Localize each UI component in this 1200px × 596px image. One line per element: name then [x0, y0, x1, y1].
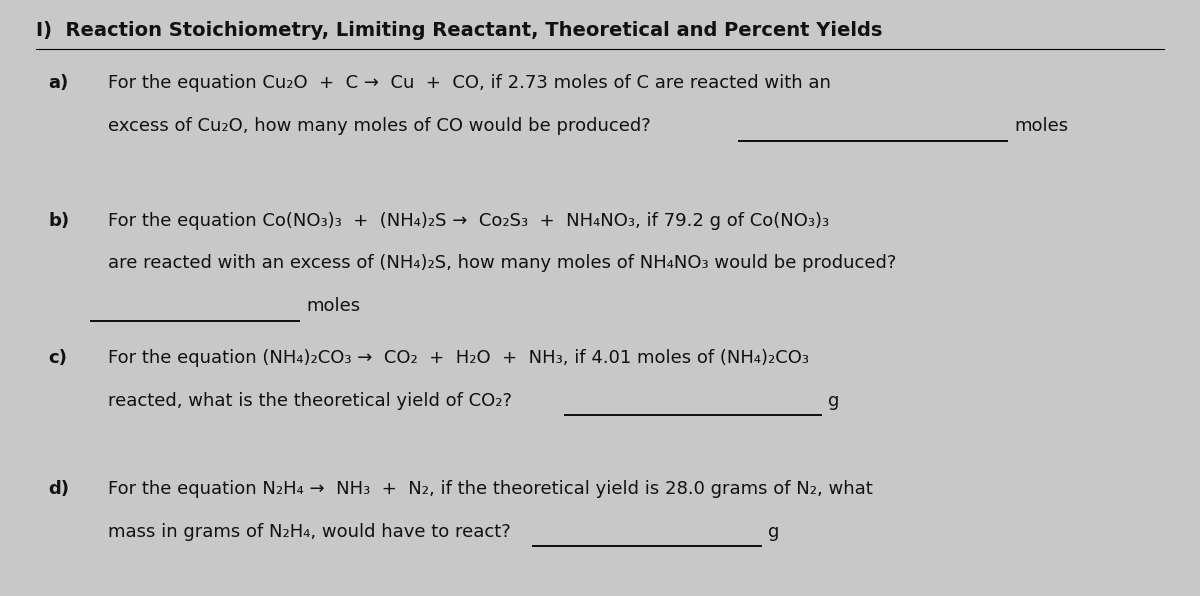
- Text: c): c): [48, 349, 67, 367]
- Text: excess of Cu₂O, how many moles of CO would be produced?: excess of Cu₂O, how many moles of CO wou…: [108, 117, 650, 135]
- Text: moles: moles: [306, 297, 360, 315]
- Text: For the equation Cu₂O  +  C →  Cu  +  CO, if 2.73 moles of C are reacted with an: For the equation Cu₂O + C → Cu + CO, if …: [108, 74, 830, 92]
- Text: b): b): [48, 212, 70, 229]
- Text: are reacted with an excess of (NH₄)₂S, how many moles of NH₄NO₃ would be produce: are reacted with an excess of (NH₄)₂S, h…: [108, 254, 896, 272]
- Text: mass in grams of N₂H₄, would have to react?: mass in grams of N₂H₄, would have to rea…: [108, 523, 511, 541]
- Text: For the equation N₂H₄ →  NH₃  +  N₂, if the theoretical yield is 28.0 grams of N: For the equation N₂H₄ → NH₃ + N₂, if the…: [108, 480, 872, 498]
- Text: For the equation (NH₄)₂CO₃ →  CO₂  +  H₂O  +  NH₃, if 4.01 moles of (NH₄)₂CO₃: For the equation (NH₄)₂CO₃ → CO₂ + H₂O +…: [108, 349, 809, 367]
- Text: moles: moles: [1014, 117, 1068, 135]
- Text: a): a): [48, 74, 68, 92]
- Text: reacted, what is the theoretical yield of CO₂?: reacted, what is the theoretical yield o…: [108, 392, 512, 409]
- Text: g: g: [768, 523, 779, 541]
- Text: g: g: [828, 392, 839, 409]
- Text: I)  Reaction Stoichiometry, Limiting Reactant, Theoretical and Percent Yields: I) Reaction Stoichiometry, Limiting Reac…: [36, 21, 882, 40]
- Text: For the equation Co(NO₃)₃  +  (NH₄)₂S →  Co₂S₃  +  NH₄NO₃, if 79.2 g of Co(NO₃)₃: For the equation Co(NO₃)₃ + (NH₄)₂S → Co…: [108, 212, 829, 229]
- Text: d): d): [48, 480, 70, 498]
